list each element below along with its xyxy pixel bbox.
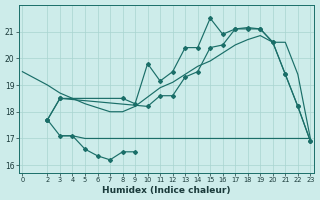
X-axis label: Humidex (Indice chaleur): Humidex (Indice chaleur): [102, 186, 231, 195]
